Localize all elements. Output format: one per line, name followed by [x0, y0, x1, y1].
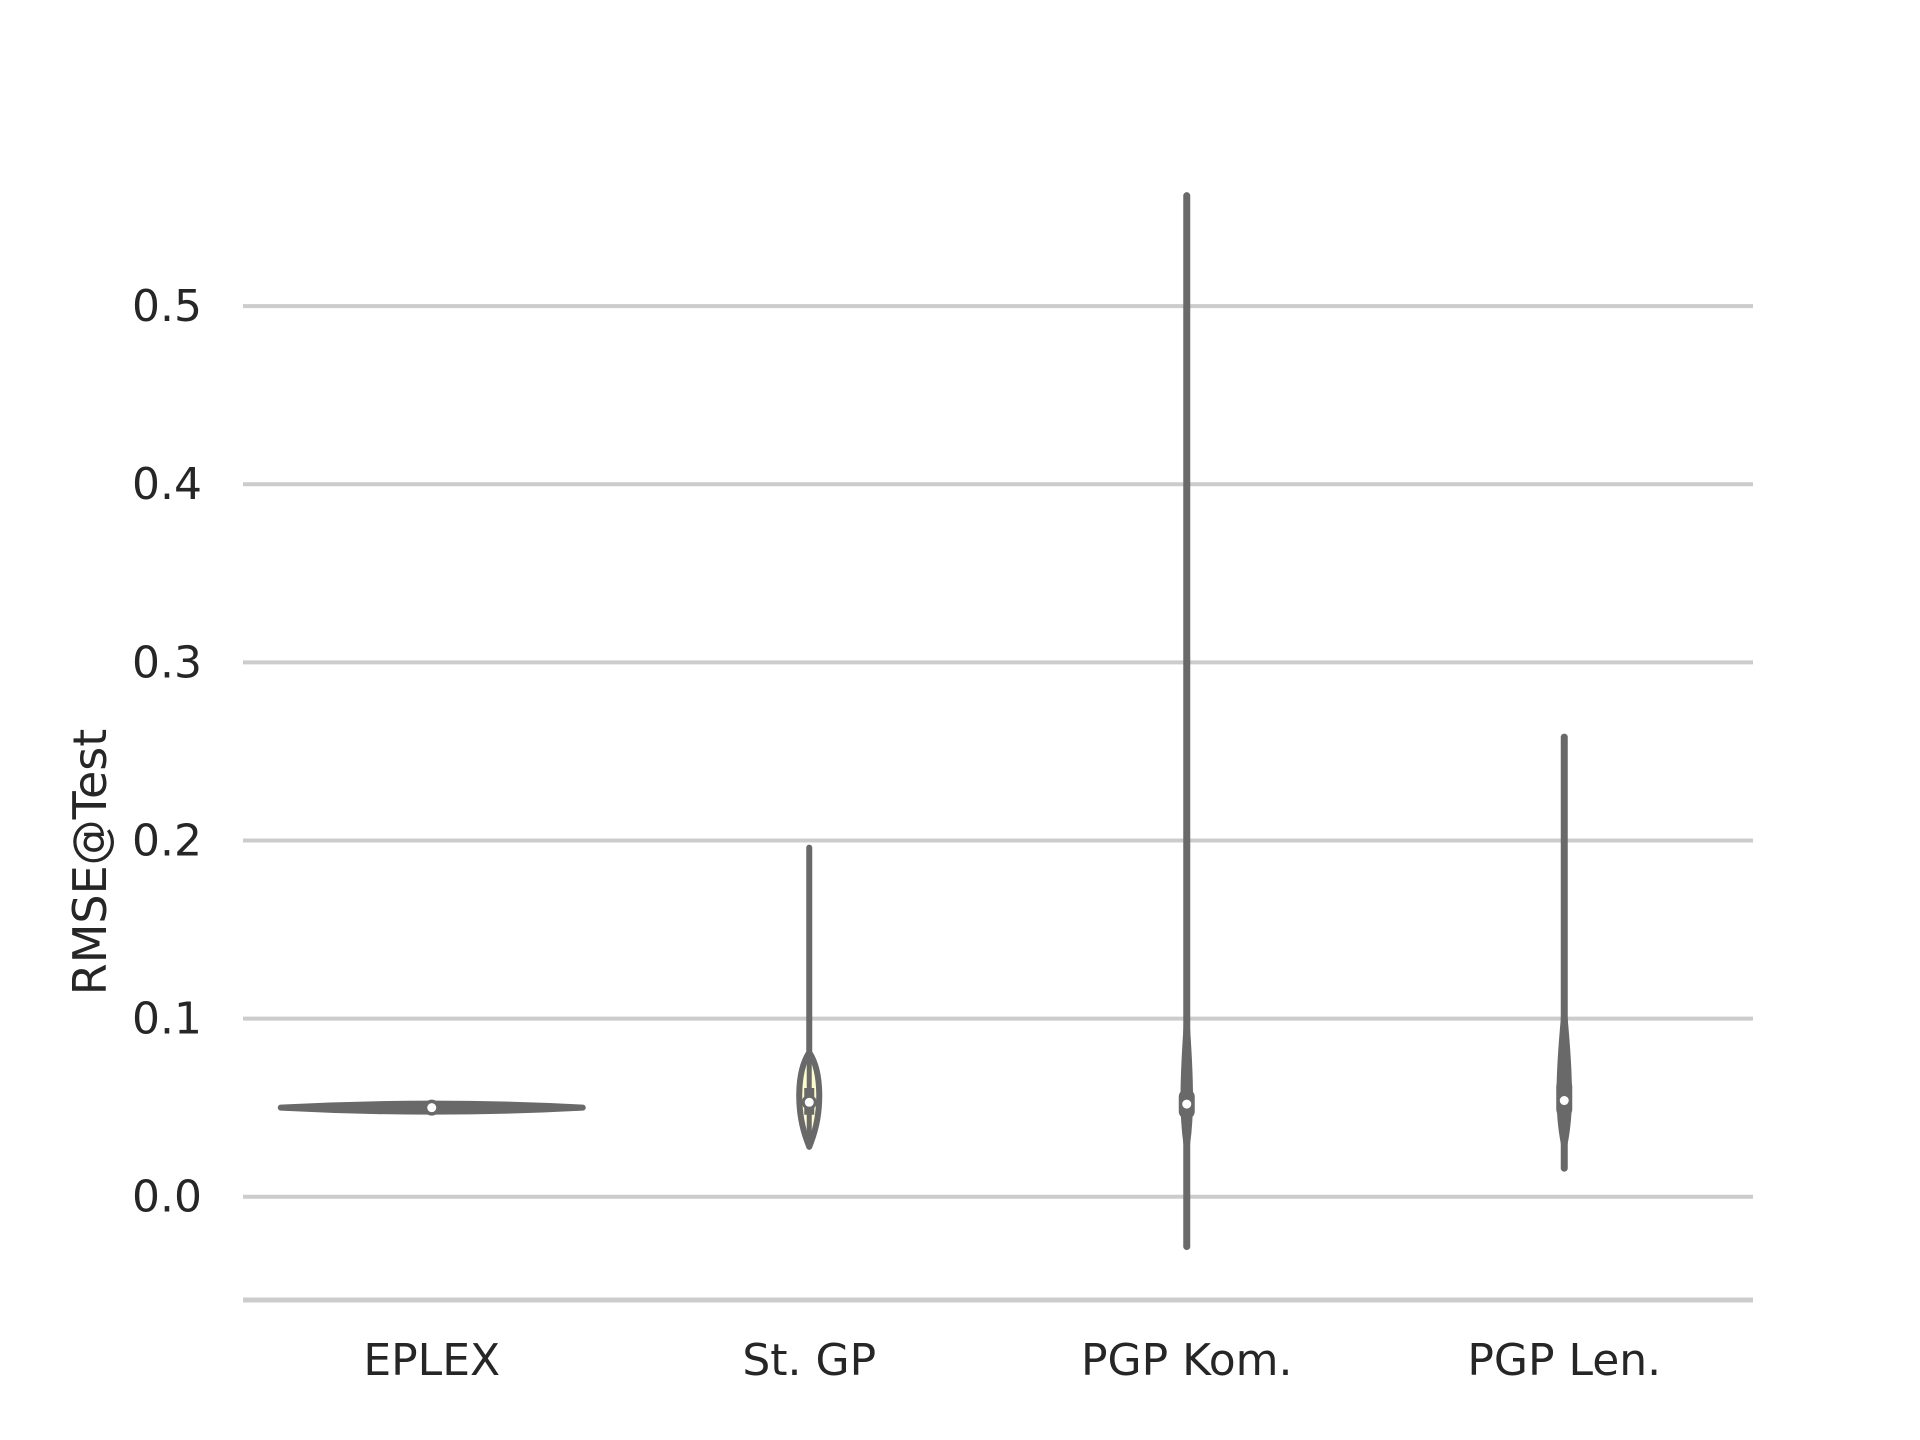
x-tick-label: PGP Len. [1467, 1335, 1661, 1386]
grid-lines [243, 304, 1753, 1199]
violin-st-gp [796, 844, 823, 1150]
violin-median-point [1556, 1093, 1572, 1109]
y-tick-label: 0.0 [132, 1172, 202, 1223]
y-tick-labels: 0.0 0.1 0.2 0.3 0.4 0.5 [132, 281, 202, 1223]
x-tick-labels: EPLEX St. GP PGP Kom. PGP Len. [363, 1335, 1661, 1386]
violin-pgp-kom [1178, 192, 1195, 1251]
violin-eplex [277, 1099, 586, 1116]
violin-pgp-len [1556, 733, 1573, 1172]
violin-bulge [1180, 997, 1193, 1158]
x-tick-label: EPLEX [363, 1335, 500, 1386]
x-tick-label: St. GP [742, 1335, 876, 1386]
x-tick-label: PGP Kom. [1081, 1335, 1293, 1386]
y-tick-label: 0.3 [132, 637, 202, 688]
violin-median-point [424, 1100, 440, 1116]
y-axis-label: RMSE@Test [63, 729, 117, 996]
violin-median-point [801, 1094, 817, 1110]
y-tick-label: 0.1 [132, 994, 202, 1045]
violins [277, 192, 1573, 1251]
y-tick-label: 0.4 [132, 459, 202, 510]
violin-median-point [1179, 1096, 1195, 1112]
y-tick-label: 0.5 [132, 281, 202, 332]
y-tick-label: 0.2 [132, 815, 202, 866]
